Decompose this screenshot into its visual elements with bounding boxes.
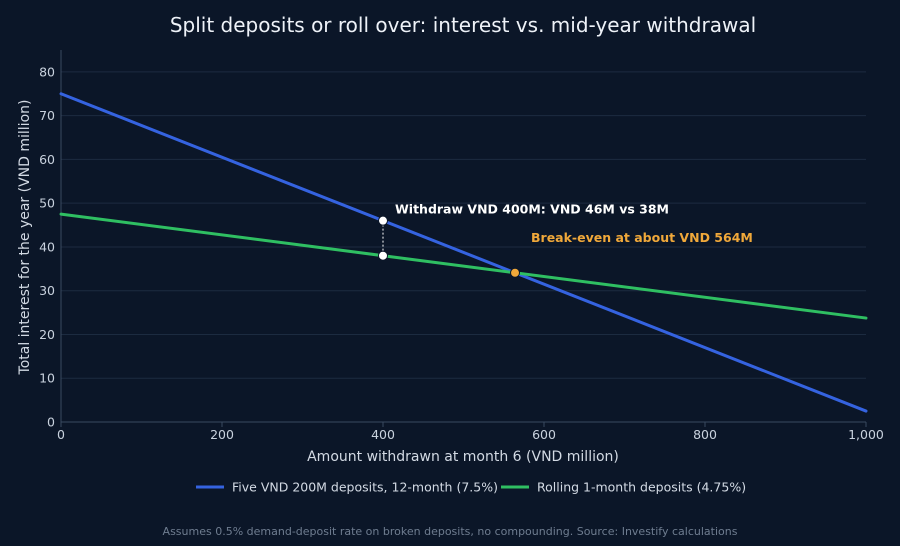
- series: [59, 92, 868, 413]
- series-line-2: [59, 212, 868, 320]
- y-tick-label: 0: [47, 415, 55, 430]
- x-tick-label: 0: [57, 427, 65, 442]
- y-tick-label: 40: [39, 239, 55, 254]
- withdrawal-point-bottom: [378, 250, 388, 261]
- y-tick-label: 50: [39, 196, 55, 211]
- break-even-annotation: Break-even at about VND 564M: [531, 230, 753, 245]
- y-tick-label: 20: [39, 327, 55, 342]
- withdrawal-annotation: Withdraw VND 400M: VND 46M vs 38M: [395, 202, 669, 217]
- series-line-1: [59, 92, 868, 413]
- withdrawal-point-top: [378, 215, 388, 226]
- chart-title: Split deposits or roll over: interest vs…: [170, 13, 756, 37]
- annotations: Withdraw VND 400M: VND 46M vs 38M Break-e…: [378, 202, 753, 278]
- break-even-point: [510, 267, 521, 278]
- y-tick-label: 10: [39, 371, 55, 386]
- x-tick-label: 200: [210, 427, 234, 442]
- y-tick-label: 30: [39, 283, 55, 298]
- x-tick-label: 1,000: [848, 427, 884, 442]
- footnote: Assumes 0.5% demand-deposit rate on brok…: [163, 525, 738, 538]
- x-tick-label: 800: [693, 427, 717, 442]
- x-tick-label: 600: [532, 427, 556, 442]
- x-axis-label: Amount withdrawn at month 6 (VND million…: [307, 449, 619, 465]
- legend: Five VND 200M deposits, 12-month (7.5%) R…: [196, 480, 746, 495]
- legend-label-1: Five VND 200M deposits, 12-month (7.5%): [232, 480, 498, 495]
- y-tick-label: 70: [39, 108, 55, 123]
- grid: [61, 71, 866, 379]
- y-tick-label: 80: [39, 64, 55, 79]
- x-tick-label: 400: [371, 427, 395, 442]
- y-axis-label: Total interest for the year (VND million…: [17, 100, 33, 376]
- legend-label-2: Rolling 1-month deposits (4.75%): [537, 480, 746, 495]
- y-tick-label: 60: [39, 152, 55, 167]
